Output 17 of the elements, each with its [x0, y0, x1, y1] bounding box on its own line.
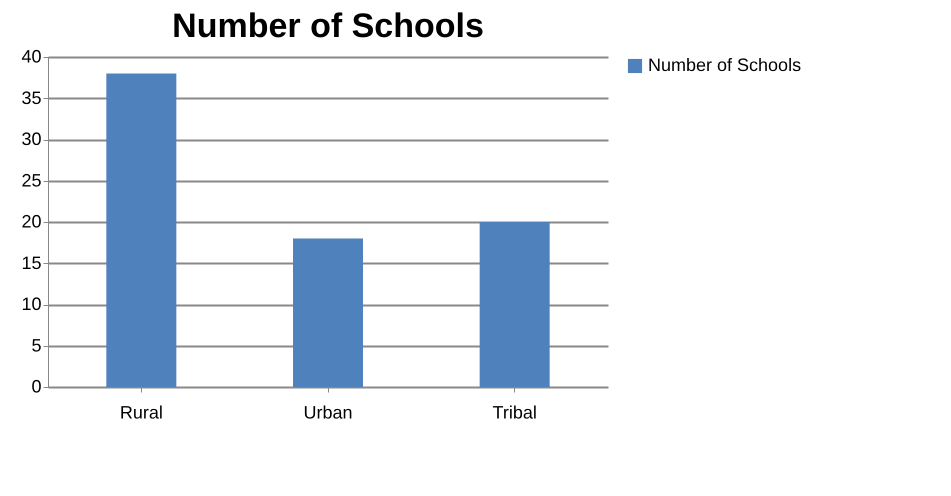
- y-tick-label: 25: [21, 170, 42, 190]
- legend-label: Number of Schools: [648, 55, 802, 75]
- bar: [480, 222, 550, 387]
- bar: [293, 238, 363, 387]
- bar: [106, 74, 176, 387]
- y-tick-label: 20: [21, 212, 42, 232]
- x-tick-label: Urban: [303, 402, 353, 422]
- y-tick-label: 0: [31, 376, 42, 396]
- y-tick-label: 40: [21, 46, 42, 66]
- y-tick-label: 30: [21, 129, 42, 149]
- x-tick-label: Tribal: [492, 402, 537, 422]
- chart-title: Number of Schools: [172, 7, 484, 45]
- y-tick-label: 10: [21, 294, 42, 314]
- y-tick-label: 35: [21, 88, 42, 108]
- x-tick-label: Rural: [120, 402, 163, 422]
- y-tick-label: 15: [21, 252, 42, 273]
- y-tick-label: 5: [31, 335, 42, 356]
